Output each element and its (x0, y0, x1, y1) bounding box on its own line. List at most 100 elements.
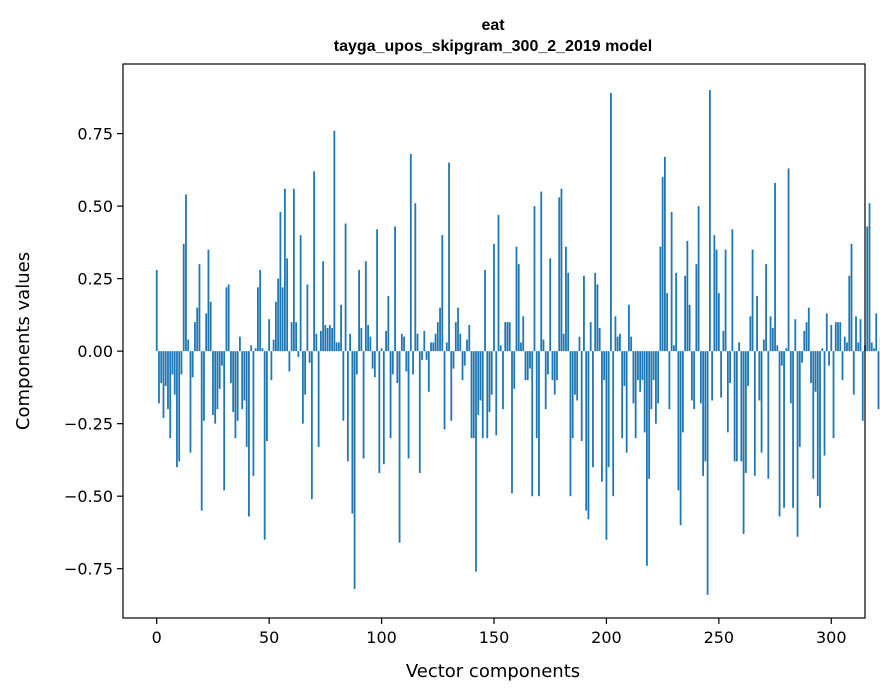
bar-component-86 (349, 333, 351, 352)
bar-component-184 (569, 351, 572, 497)
bar-component-267 (756, 296, 758, 352)
bar-component-137 (463, 351, 466, 366)
bar-component-94 (367, 325, 369, 352)
bar-component-113 (409, 153, 412, 352)
bar-component-249 (715, 249, 718, 352)
bar-component-247 (711, 351, 713, 401)
bar-component-237 (688, 304, 691, 352)
bar-component-54 (277, 278, 280, 352)
y-tick-label: −0.25 (64, 415, 113, 434)
bar-component-30 (223, 351, 226, 491)
bar-component-95 (369, 336, 372, 352)
bar-component-79 (333, 130, 336, 352)
bar-component-90 (358, 269, 360, 352)
bar-component-286 (798, 351, 801, 447)
bar-component-281 (787, 168, 790, 352)
bar-component-2 (160, 351, 163, 384)
bar-component-18 (196, 307, 199, 352)
bar-component-26 (214, 351, 217, 424)
bar-component-223 (657, 351, 660, 404)
bar-component-206 (619, 333, 621, 352)
bar-component-173 (544, 351, 547, 410)
bar-component-218 (646, 351, 648, 566)
bar-component-188 (578, 336, 581, 352)
bar-component-46 (259, 269, 262, 352)
bar-component-88 (353, 351, 356, 589)
bar-component-116 (416, 333, 419, 352)
bar-component-285 (796, 351, 799, 537)
bar-component-265 (751, 249, 754, 352)
bar-component-181 (562, 333, 565, 352)
bar-component-65 (301, 351, 304, 424)
bar-component-27 (216, 351, 219, 410)
bar-component-22 (205, 313, 208, 352)
bar-component-43 (252, 351, 255, 476)
bar-component-280 (785, 348, 788, 352)
bar-component-76 (326, 327, 329, 352)
bar-component-23 (207, 249, 210, 352)
bar-component-204 (614, 316, 617, 352)
bar-component-262 (744, 351, 747, 473)
bar-component-29 (221, 351, 223, 366)
bar-component-77 (328, 325, 331, 352)
bar-component-196 (596, 284, 599, 352)
bar-component-248 (713, 235, 716, 352)
bar-component-245 (706, 351, 709, 595)
bar-component-4 (164, 351, 167, 386)
bar-component-102 (385, 330, 387, 352)
bar-component-38 (241, 351, 244, 410)
bar-component-256 (731, 229, 734, 352)
bar-component-16 (191, 351, 194, 378)
bar-component-120 (425, 351, 428, 360)
bar-component-257 (733, 351, 736, 462)
bar-component-5 (167, 351, 169, 410)
bar-component-180 (560, 188, 563, 352)
bar-component-142 (475, 351, 477, 572)
bar-component-317 (868, 203, 871, 352)
bar-component-221 (652, 351, 655, 381)
bar-component-62 (295, 322, 298, 352)
bar-component-138 (466, 339, 468, 352)
bar-component-161 (517, 264, 520, 352)
y-axis-label: Components values (13, 252, 34, 430)
bar-component-128 (443, 351, 446, 430)
bar-component-186 (574, 351, 576, 395)
bar-component-19 (198, 264, 201, 352)
bar-component-202 (610, 93, 612, 352)
bar-component-250 (717, 293, 720, 352)
bar-component-194 (592, 351, 594, 468)
bar-component-104 (389, 351, 392, 439)
bar-component-122 (430, 342, 432, 352)
bar-component-207 (621, 351, 624, 439)
bar-component-288 (803, 330, 806, 352)
bar-component-131 (450, 351, 453, 421)
bar-component-284 (794, 319, 797, 352)
bar-component-11 (180, 351, 183, 375)
bar-component-252 (722, 330, 725, 352)
bar-component-212 (632, 351, 635, 404)
bar-component-44 (254, 348, 257, 352)
bar-component-232 (677, 351, 680, 491)
bar-component-320 (875, 313, 878, 352)
bar-component-300 (830, 325, 833, 352)
bar-component-81 (337, 342, 340, 352)
bar-component-205 (616, 336, 619, 352)
bar-component-98 (376, 229, 378, 352)
bar-component-82 (340, 304, 342, 352)
bar-component-8 (173, 351, 176, 395)
bar-component-151 (495, 351, 498, 436)
bar-component-164 (524, 351, 527, 381)
bar-component-238 (690, 351, 693, 401)
bar-component-124 (434, 333, 437, 352)
bar-component-83 (342, 351, 345, 421)
bar-component-155 (504, 322, 507, 352)
bar-component-174 (547, 351, 549, 375)
bar-component-318 (870, 342, 873, 352)
bar-component-273 (769, 316, 772, 352)
bar-component-226 (663, 156, 666, 352)
bar-component-141 (472, 351, 475, 439)
bar-component-45 (257, 287, 259, 352)
bar-component-189 (580, 351, 583, 442)
bar-component-191 (585, 351, 588, 511)
bar-component-192 (587, 351, 590, 520)
